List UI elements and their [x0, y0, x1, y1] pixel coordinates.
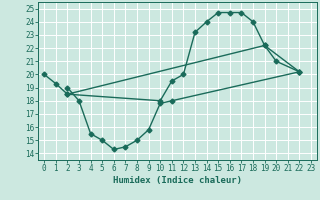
- X-axis label: Humidex (Indice chaleur): Humidex (Indice chaleur): [113, 176, 242, 185]
